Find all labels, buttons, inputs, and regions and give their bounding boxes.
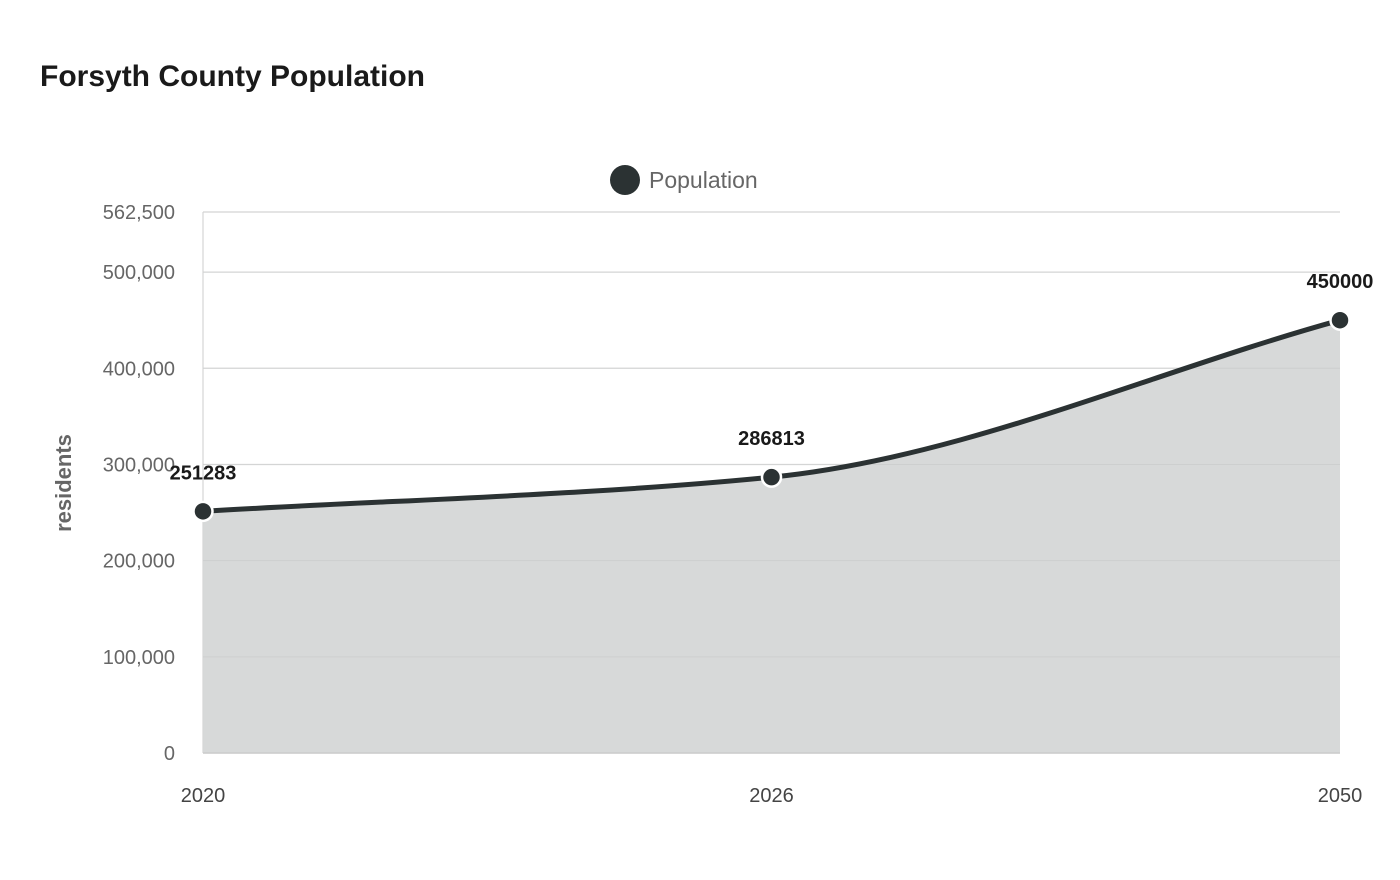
data-point (1329, 309, 1351, 331)
area-fill (203, 320, 1340, 753)
data-point (192, 500, 214, 523)
data-label: 450000 (1307, 271, 1374, 293)
data-label: 286813 (738, 428, 805, 450)
chart-title: Forsyth County Population (40, 60, 425, 93)
data-point (760, 466, 783, 488)
y-tick-label: 562,500 (103, 202, 175, 224)
y-axis-label: residents (51, 434, 76, 532)
y-tick-label: 200,000 (103, 551, 175, 573)
y-tick-label: 300,000 (103, 454, 175, 476)
legend-label: Population (649, 167, 758, 193)
y-tick-label: 400,000 (103, 358, 175, 380)
x-tick-label: 2026 (749, 785, 794, 807)
data-label: 251283 (170, 462, 237, 484)
y-tick-label: 100,000 (103, 647, 175, 669)
y-tick-label: 500,000 (103, 262, 175, 284)
legend-marker (610, 165, 640, 195)
y-tick-label: 0 (164, 743, 175, 765)
x-tick-label: 2020 (181, 785, 226, 807)
x-tick-label: 2050 (1318, 785, 1363, 807)
